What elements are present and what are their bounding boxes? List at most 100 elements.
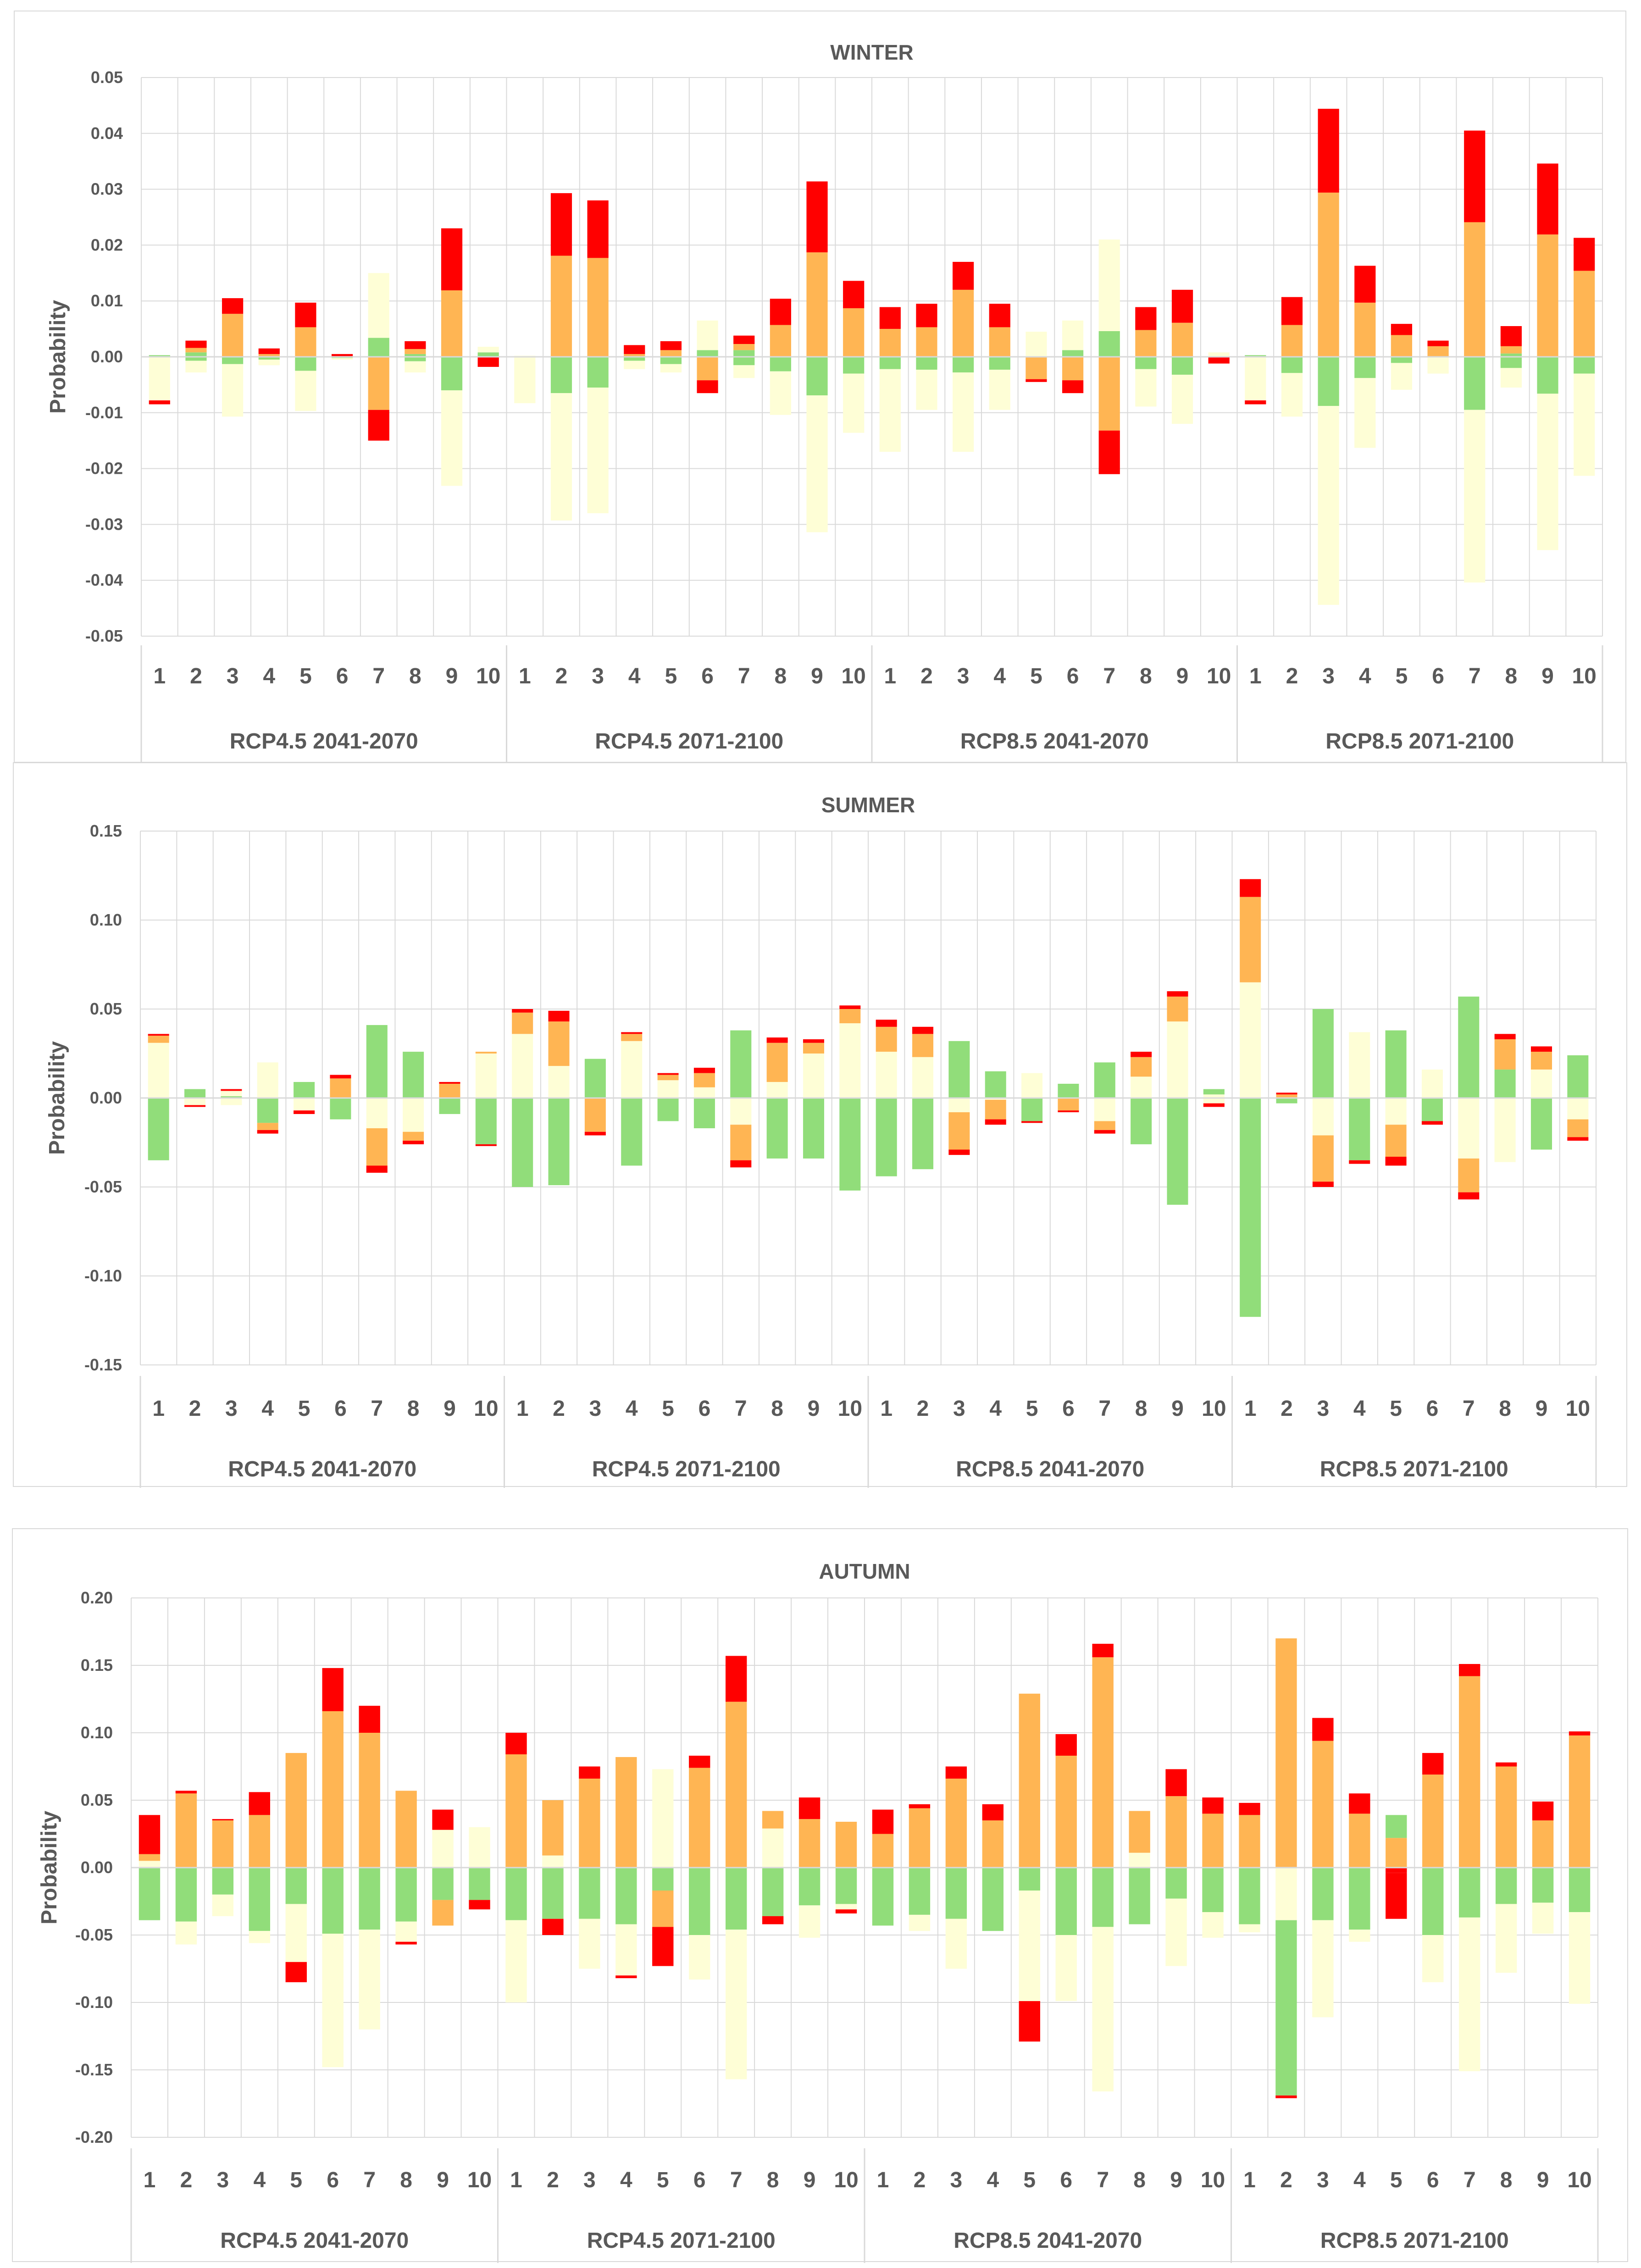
bar-segment-green	[1567, 1055, 1589, 1098]
bar-segment-yellow	[1092, 1927, 1114, 2092]
bar-segment-red	[1094, 1130, 1115, 1134]
x-category-label: 3	[583, 2168, 596, 2192]
y-tick-label: 0.15	[81, 1656, 113, 1675]
bar-segment-green	[806, 357, 828, 396]
x-category-label: 5	[1030, 664, 1042, 688]
bar-segment-yellow	[294, 1098, 315, 1111]
x-category-label: 10	[1572, 664, 1596, 688]
y-tick-label: 0.05	[91, 68, 123, 87]
bar-segment-orange	[762, 1811, 784, 1829]
bar-segment-yellow	[148, 1043, 169, 1098]
x-category-label: 9	[446, 664, 458, 688]
bar-segment-orange	[1458, 1158, 1480, 1192]
bar-segment-yellow	[1021, 1073, 1043, 1098]
bar-segment-yellow	[212, 1894, 234, 1916]
bar-segment-green	[477, 352, 499, 357]
x-category-label: 7	[363, 2168, 376, 2192]
bar-segment-green	[989, 357, 1010, 370]
x-category-label: 10	[1567, 2168, 1591, 2192]
bar-segment-green	[652, 1868, 674, 1891]
bar-segment-orange	[945, 1778, 967, 1868]
autumn-panel: 0.20 0.15 0.10 0.05 0.00 -0.05 -0.10 -0.15 -0.20…	[12, 1528, 1628, 2263]
bar-segment-orange	[322, 1711, 344, 1868]
bar-segment-yellow	[469, 1827, 490, 1868]
bar-segment-red	[982, 1804, 1004, 1821]
bar-segment-orange	[1427, 346, 1449, 357]
bar-segment-green	[505, 1868, 527, 1920]
bar-segment-red	[660, 341, 682, 350]
bar-segment-yellow	[542, 1855, 564, 1868]
bar-segment-orange	[872, 1834, 894, 1868]
bar-segment-green	[1421, 1098, 1443, 1121]
bar-segment-green	[322, 1868, 344, 1934]
bar-segment-green	[1458, 996, 1480, 1098]
bar-segment-red	[725, 1656, 747, 1702]
bar-segment-green	[175, 1868, 197, 1922]
bar-segment-red	[879, 307, 901, 329]
x-category-label: 10	[474, 1397, 498, 1421]
x-category-label: 5	[1390, 1397, 1402, 1421]
bar-segment-red	[1354, 266, 1376, 303]
x-category-label: 3	[225, 1397, 238, 1421]
bar-segment-orange	[876, 1026, 897, 1052]
x-category-label: 10	[1207, 664, 1231, 688]
bar-segment-orange	[1135, 330, 1157, 357]
bar-segment-green	[879, 357, 901, 369]
bar-segment-orange	[441, 290, 463, 357]
bar-segment-yellow	[395, 1921, 417, 1942]
bar-segment-yellow	[766, 1082, 788, 1098]
bar-segment-green	[405, 354, 426, 357]
y-tick-label: -0.05	[85, 627, 123, 645]
x-category-label: 4	[626, 1397, 638, 1421]
bar-segment-yellow	[652, 1769, 674, 1868]
bar-segment-orange	[285, 1753, 307, 1868]
x-category-label: 7	[1463, 1397, 1475, 1421]
x-category-label: 9	[1176, 664, 1189, 688]
bar-segment-green	[1312, 1009, 1334, 1098]
x-category-label: 7	[1103, 664, 1115, 688]
bar-segment-yellow	[432, 1830, 454, 1868]
bar-segment-red	[1569, 1731, 1591, 1736]
x-category-label: 7	[738, 664, 750, 688]
bar-segment-red	[395, 1941, 417, 1945]
x-category-label: 4	[1359, 664, 1371, 688]
x-category-label: 7	[1098, 1397, 1111, 1421]
bar-segment-green	[839, 1098, 861, 1191]
bar-segment-red	[1421, 1121, 1443, 1125]
bar-segment-red	[798, 1797, 820, 1819]
bar-segment-green	[1354, 357, 1376, 378]
bar-segment-green	[1537, 357, 1558, 394]
bar-segment-green	[697, 350, 718, 357]
bar-segment-red	[876, 1020, 897, 1027]
bar-segment-green	[1055, 1868, 1077, 1935]
x-category-label: 1	[884, 664, 896, 688]
bar-segment-orange	[697, 357, 718, 381]
x-category-label: 7	[735, 1397, 747, 1421]
bar-segment-yellow	[762, 1828, 784, 1868]
bar-segment-orange	[1240, 897, 1261, 982]
x-category-label: 8	[1135, 1397, 1148, 1421]
bar-segment-yellow	[366, 1098, 388, 1128]
bar-segment-orange	[395, 1791, 417, 1868]
bar-segment-red	[579, 1766, 600, 1779]
bar-segment-green	[395, 1868, 417, 1922]
bar-segment-yellow	[579, 1919, 600, 1969]
bar-segment-red	[1171, 289, 1193, 323]
bar-segment-yellow	[514, 357, 536, 404]
bar-segment-yellow	[1500, 368, 1522, 388]
bar-segment-orange	[879, 329, 901, 357]
bar-segment-orange	[1500, 346, 1522, 354]
bar-segment-orange	[1026, 357, 1047, 379]
bar-segment-red	[366, 1165, 388, 1173]
x-category-label: 1	[877, 2168, 889, 2192]
x-category-label: 10	[834, 2168, 858, 2192]
bar-segment-red	[916, 304, 937, 327]
bar-segment-orange	[982, 1820, 1004, 1868]
bar-segment-yellow	[587, 387, 609, 514]
bar-segment-green	[1062, 350, 1084, 357]
bar-segment-yellow	[697, 320, 718, 350]
bar-segment-orange	[1385, 1125, 1407, 1157]
bar-segment-green	[149, 355, 170, 357]
bar-segment-yellow	[221, 1091, 242, 1097]
bar-segment-green	[1131, 1098, 1152, 1144]
